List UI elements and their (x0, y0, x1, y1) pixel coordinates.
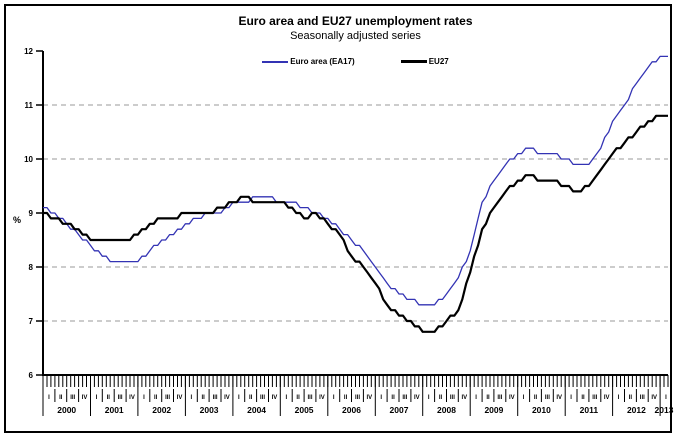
euro-area-line-icon (262, 60, 289, 63)
quarter-label: I (428, 395, 430, 401)
year-label: 2011 (580, 405, 599, 415)
y-tick-label: 9 (29, 209, 34, 218)
chart-title: Euro area and EU27 unemployment rates (238, 14, 473, 28)
chart-subtitle: Seasonally adjusted series (290, 30, 421, 42)
year-label: 2009 (484, 405, 503, 415)
quarter-label: II (202, 395, 206, 401)
quarter-label: IV (224, 395, 230, 401)
quarter-label: III (355, 395, 360, 401)
quarter-label: I (143, 395, 145, 401)
quarter-label: II (107, 395, 111, 401)
quarter-label: III (118, 395, 123, 401)
quarter-label: I (380, 395, 382, 401)
year-label: 2006 (342, 405, 361, 415)
quarter-label: IV (366, 395, 372, 401)
quarter-label: II (581, 395, 585, 401)
quarter-label: I (285, 395, 287, 401)
quarter-label: IV (129, 395, 135, 401)
y-tick-label: 12 (24, 47, 33, 56)
series-line-euro-area-ea17- (43, 55, 668, 306)
quarter-label: II (154, 395, 158, 401)
quarter-label: II (296, 395, 300, 401)
quarter-label: I (96, 395, 98, 401)
eu27-line-icon (400, 60, 427, 63)
year-label: 2005 (295, 405, 314, 415)
quarter-label: I (523, 395, 525, 401)
quarter-label: III (307, 395, 312, 401)
quarter-label: II (486, 395, 490, 401)
quarter-label: IV (177, 395, 183, 401)
quarter-label: IV (82, 395, 88, 401)
quarter-label: I (333, 395, 335, 401)
quarter-label: IV (414, 395, 420, 401)
y-tick-label: 11 (25, 101, 34, 110)
year-label: 2008 (437, 405, 456, 415)
quarter-label: II (439, 395, 443, 401)
quarter-label: III (402, 395, 407, 401)
quarter-label: IV (556, 395, 562, 401)
y-tick-label: 6 (29, 371, 34, 380)
quarter-label: I (570, 395, 572, 401)
series-line-eu27 (43, 114, 668, 333)
y-tick-label: 10 (24, 155, 33, 164)
quarter-label: III (497, 395, 502, 401)
year-label: 2007 (390, 405, 409, 415)
quarter-label: II (59, 395, 63, 401)
year-label: 2003 (200, 405, 219, 415)
quarter-label: III (213, 395, 218, 401)
y-tick-label: 8 (29, 263, 34, 272)
quarter-label: III (545, 395, 550, 401)
quarter-label: IV (319, 395, 325, 401)
year-label: 2013 (655, 405, 674, 415)
quarter-label: IV (509, 395, 515, 401)
quarter-label: III (260, 395, 265, 401)
legend-entry-eu27: EU27 (400, 57, 449, 66)
quarter-label: II (629, 395, 633, 401)
chart-frame (4, 4, 672, 433)
quarter-label: IV (461, 395, 467, 401)
year-label: 2002 (152, 405, 171, 415)
quarter-label: III (592, 395, 597, 401)
legend: Euro area (EA17) EU27 (43, 57, 668, 66)
quarter-label: IV (651, 395, 657, 401)
quarter-label: II (344, 395, 348, 401)
legend-label-eu27: EU27 (428, 57, 449, 66)
quarter-label: III (70, 395, 75, 401)
quarter-label: I (618, 395, 620, 401)
year-label: 2012 (627, 405, 646, 415)
year-label: 2004 (247, 405, 266, 415)
legend-entry-euro-area: Euro area (EA17) (262, 57, 355, 66)
quarter-label: I (190, 395, 192, 401)
quarter-label: I (238, 395, 240, 401)
quarter-label: II (391, 395, 395, 401)
quarter-label: III (165, 395, 170, 401)
quarter-label: I (665, 395, 667, 401)
year-label: 2010 (532, 405, 551, 415)
quarter-label: II (534, 395, 538, 401)
quarter-label: IV (604, 395, 610, 401)
quarter-label: I (475, 395, 477, 401)
quarter-label: II (249, 395, 253, 401)
quarter-label: I (48, 395, 50, 401)
y-tick-label: 7 (29, 317, 34, 326)
quarter-label: IV (272, 395, 278, 401)
quarter-label: III (450, 395, 455, 401)
year-label: 2000 (57, 405, 76, 415)
y-axis-unit-label: % (13, 215, 22, 225)
year-label: 2001 (105, 405, 124, 415)
legend-label-euro-area: Euro area (EA17) (290, 57, 355, 66)
quarter-label: III (640, 395, 645, 401)
